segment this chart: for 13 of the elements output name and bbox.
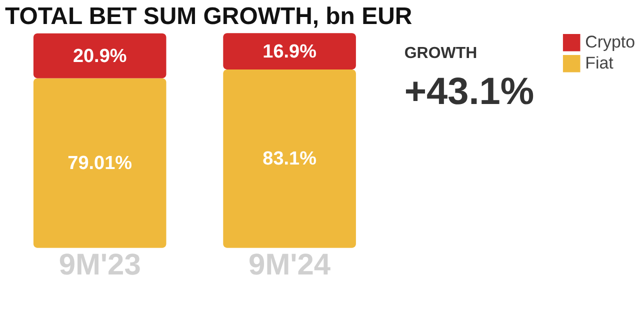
data-label: 16.9% — [262, 41, 317, 62]
text: GROWTH — [404, 45, 478, 62]
bar — [223, 69, 356, 248]
bar — [33, 78, 166, 248]
bar — [33, 33, 166, 78]
data-label: 79.01% — [68, 153, 132, 174]
data-label: 20.9% — [72, 46, 127, 67]
chart-title: TOTAL BET SUM GROWTH, bn EUR — [4, 3, 412, 30]
legend-label: Crypto — [585, 32, 636, 52]
bar — [223, 33, 356, 70]
legend-label: Fiat — [585, 54, 614, 73]
data-label: 83.1% — [262, 148, 317, 170]
text: +43.1% — [404, 71, 534, 114]
